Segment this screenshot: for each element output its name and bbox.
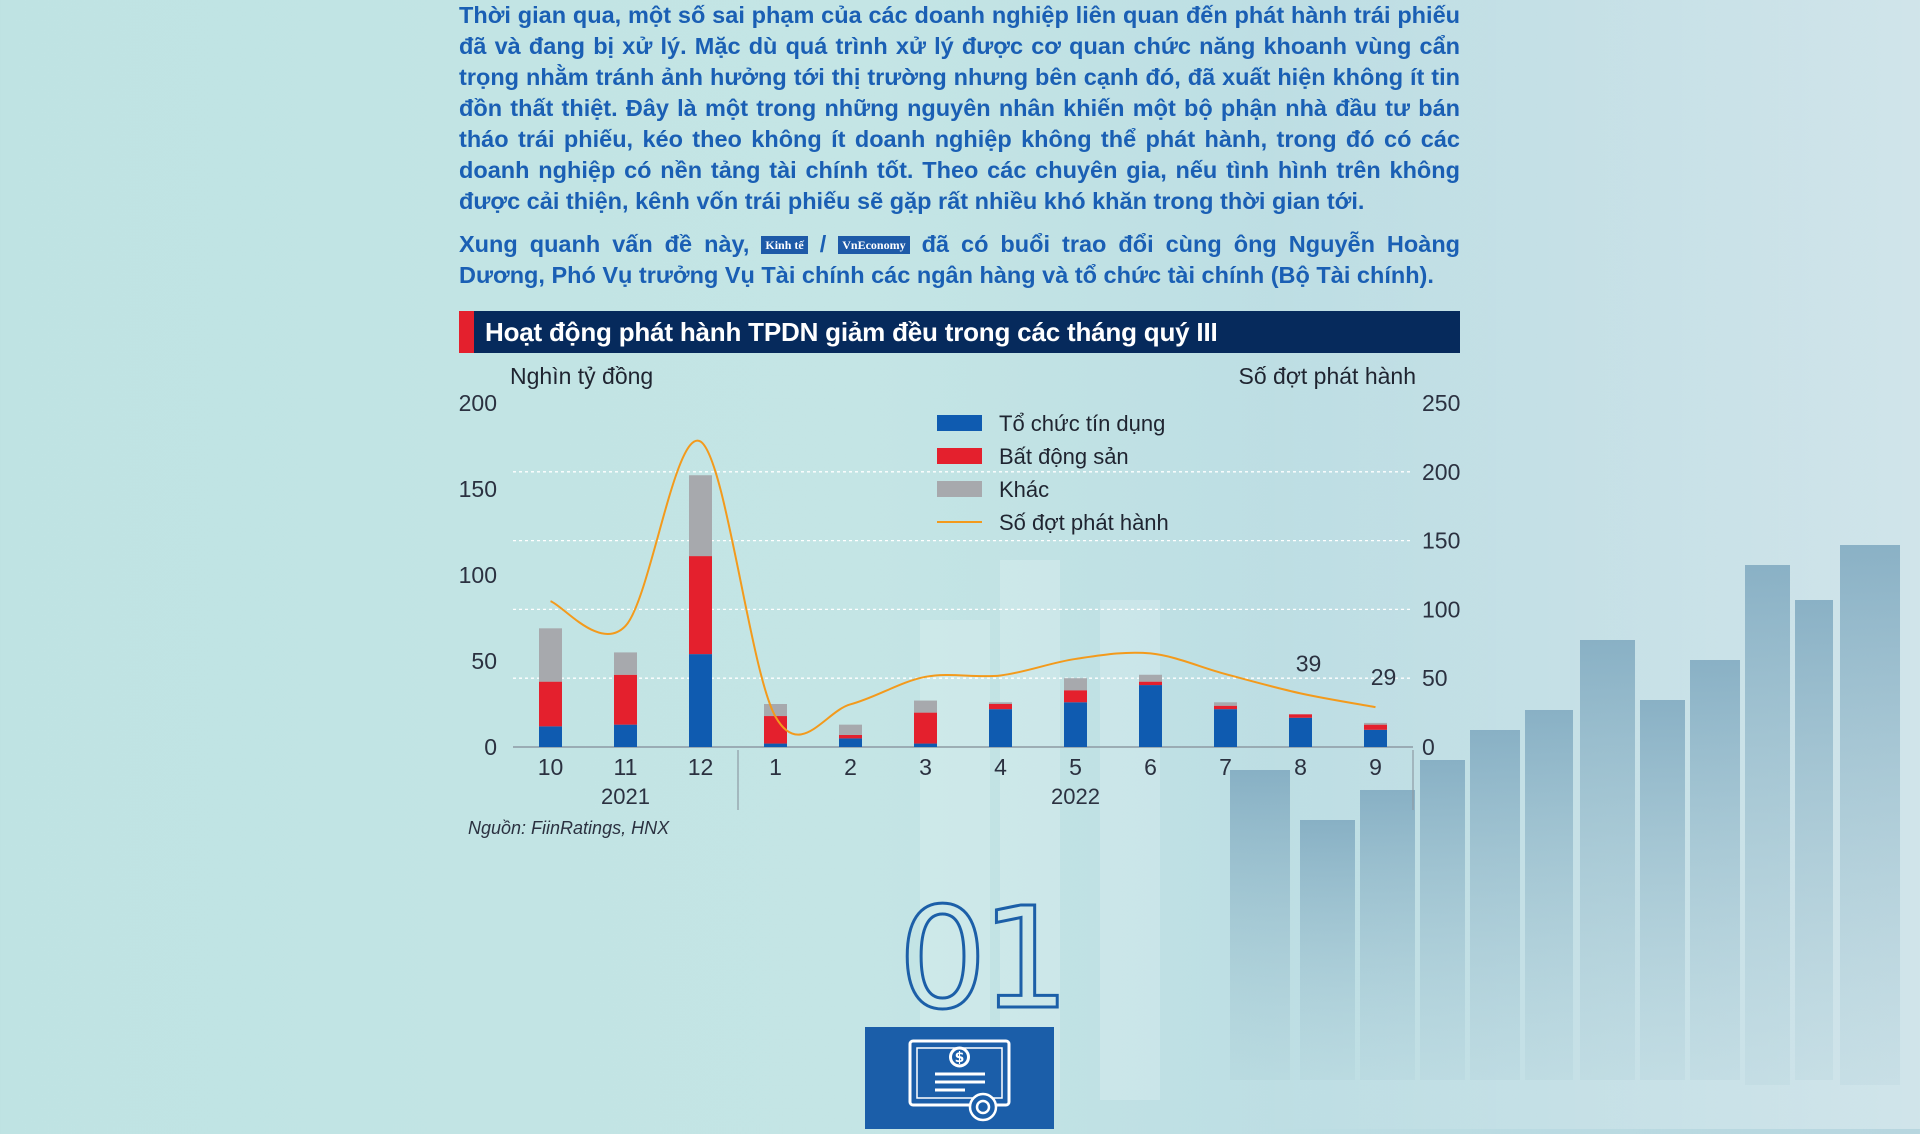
bar-segment (989, 709, 1012, 747)
x-tick-label: 12 (688, 754, 714, 780)
y-right-tick-label: 50 (1422, 665, 1448, 691)
year-group-label: 2021 (601, 784, 650, 809)
chart-header-accent (459, 311, 474, 353)
bar-segment (614, 652, 637, 675)
bar-segment (764, 716, 787, 744)
x-tick-label: 3 (919, 754, 932, 780)
y-left-tick-label: 100 (459, 562, 497, 588)
x-tick-label: 11 (614, 754, 638, 780)
bar-segment (1289, 717, 1312, 747)
y-right-tick-label: 250 (1422, 390, 1460, 416)
legend-label: Số đợt phát hành (999, 510, 1169, 535)
bar-segment (539, 628, 562, 682)
intro-paragraph-2-after: đã có buổi trao đổi cùng ông Nguyễn Hoàn… (459, 231, 1461, 288)
x-tick-label: 1 (769, 754, 782, 780)
bar-segment (764, 743, 787, 747)
legend-label: Bất động sản (999, 444, 1129, 469)
y-left-axis-title: Nghìn tỷ đồng (510, 363, 653, 389)
bar-segment (1364, 724, 1387, 730)
bar-segment (689, 475, 712, 557)
legend-label: Khác (999, 477, 1049, 502)
y-left-tick-label: 150 (459, 476, 497, 502)
bar-segment (1214, 702, 1237, 706)
kinh-te-logo: Kinh tế (761, 236, 808, 254)
bar-segment (839, 734, 862, 739)
bar-segment (614, 674, 637, 725)
bar-segment (914, 700, 937, 713)
x-tick-label: 8 (1294, 754, 1307, 780)
intro-paragraph-1: Thời gian qua, một số sai phạm của các d… (459, 2, 1460, 214)
y-right-tick-label: 100 (1422, 596, 1460, 622)
y-right-tick-label: 150 (1422, 528, 1460, 554)
intro-paragraph-2-before: Xung quanh vấn đề này, (459, 231, 750, 257)
bar-segment (1139, 681, 1162, 686)
legend-swatch (937, 448, 982, 464)
bar-segment (839, 738, 862, 747)
x-tick-label: 5 (1069, 754, 1082, 780)
line-data-label: 29 (1371, 664, 1397, 690)
bar-segment (1364, 729, 1387, 747)
icon-box: $ (865, 1027, 1054, 1129)
section-number: 01 (896, 878, 1071, 1041)
bar-segment (614, 724, 637, 747)
bar-segment (1214, 705, 1237, 710)
certificate-dollar-icon: $ (908, 1039, 1011, 1122)
year-group-label: 2022 (1051, 784, 1100, 809)
bar-segment (539, 726, 562, 747)
bar-segment (914, 712, 937, 744)
line-data-label: 39 (1296, 650, 1322, 676)
legend-swatch (937, 481, 982, 497)
bar-segment (914, 743, 937, 747)
bar-segment (1064, 690, 1087, 703)
y-left-tick-label: 50 (471, 648, 497, 674)
bar-segment (689, 556, 712, 655)
x-tick-label: 2 (844, 754, 857, 780)
x-tick-label: 6 (1144, 754, 1157, 780)
vneconomy-logo: VnEconomy (838, 236, 910, 254)
issuance-count-line (550, 439, 1376, 736)
bar-segment (839, 724, 862, 735)
bar-segment (1214, 709, 1237, 747)
intro-paragraph-2: Xung quanh vấn đề này, Kinh tế / VnEcono… (459, 229, 1460, 291)
x-tick-label: 10 (538, 754, 564, 780)
x-tick-label: 7 (1219, 754, 1232, 780)
bar-segment (689, 654, 712, 747)
legend-label: Tổ chức tín dụng (999, 411, 1165, 436)
bar-segment (1064, 702, 1087, 747)
bar-segment (989, 702, 1012, 704)
bar-segment (1289, 714, 1312, 718)
chart-title: Hoạt động phát hành TPDN giảm đều trong … (485, 316, 1218, 347)
x-tick-label: 4 (994, 754, 1007, 780)
chart-header: Hoạt động phát hành TPDN giảm đều trong … (459, 311, 1460, 353)
bar-segment (539, 681, 562, 727)
y-left-tick-label: 200 (459, 390, 497, 416)
y-right-tick-label: 0 (1422, 734, 1435, 760)
legend-swatch (937, 415, 982, 431)
y-left-tick-label: 0 (484, 734, 497, 760)
bar-segment (1139, 674, 1162, 682)
svg-text:$: $ (955, 1050, 965, 1066)
source-note: Nguồn: FiinRatings, HNX (468, 818, 670, 838)
intro-text: Thời gian qua, một số sai phạm của các d… (459, 0, 1460, 303)
bar-segment (1064, 678, 1087, 691)
bar-segment (1364, 722, 1387, 725)
y-right-axis-title: Số đợt phát hành (1239, 363, 1417, 389)
bar-segment (1139, 685, 1162, 747)
bar-segment (764, 704, 787, 717)
y-right-tick-label: 200 (1422, 459, 1460, 485)
x-tick-label: 9 (1369, 754, 1382, 780)
bar-segment (989, 704, 1012, 710)
logo-separator: / (819, 231, 827, 257)
